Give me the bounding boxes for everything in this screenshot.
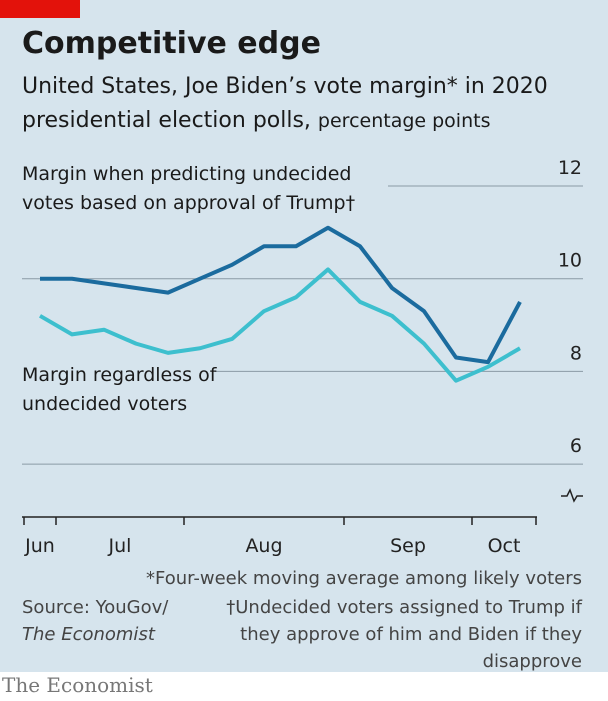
x-tick-label: Oct [488,535,521,557]
background [0,0,608,672]
source: Source: YouGov/The Economist [22,594,168,648]
x-tick-label: Sep [390,535,426,557]
subtitle-text: United States, Joe Biden’s vote margin* … [22,74,548,133]
subtitle: United States, Joe Biden’s vote margin* … [22,70,582,138]
x-tick-label: Jul [108,535,132,557]
note: *Four-week moving average among likely v… [146,568,582,589]
x-tick-label: Aug [245,535,282,557]
unit: percentage points [317,110,491,132]
note: †Undecided voters assigned to Trump if t… [226,597,582,672]
line [40,225,522,365]
chart-title: Competitive edge [22,26,321,61]
brand: The Economist [2,673,153,697]
y-tick-label: 6 [570,435,582,457]
axis-break [561,488,583,503]
y-tick-label: 8 [570,342,582,364]
line [38,267,522,383]
x-tick-label: Jun [24,535,55,557]
series-label: Margin when predicting undecided votes b… [22,163,356,214]
series-label: Margin regardless of undecided voters [22,364,217,415]
y-tick-label: 10 [558,250,582,272]
red-tab [0,0,80,18]
source-text: Source: YouGov/ [22,597,169,618]
y-tick-label: 12 [558,157,582,179]
source-italic: The Economist [22,624,155,645]
